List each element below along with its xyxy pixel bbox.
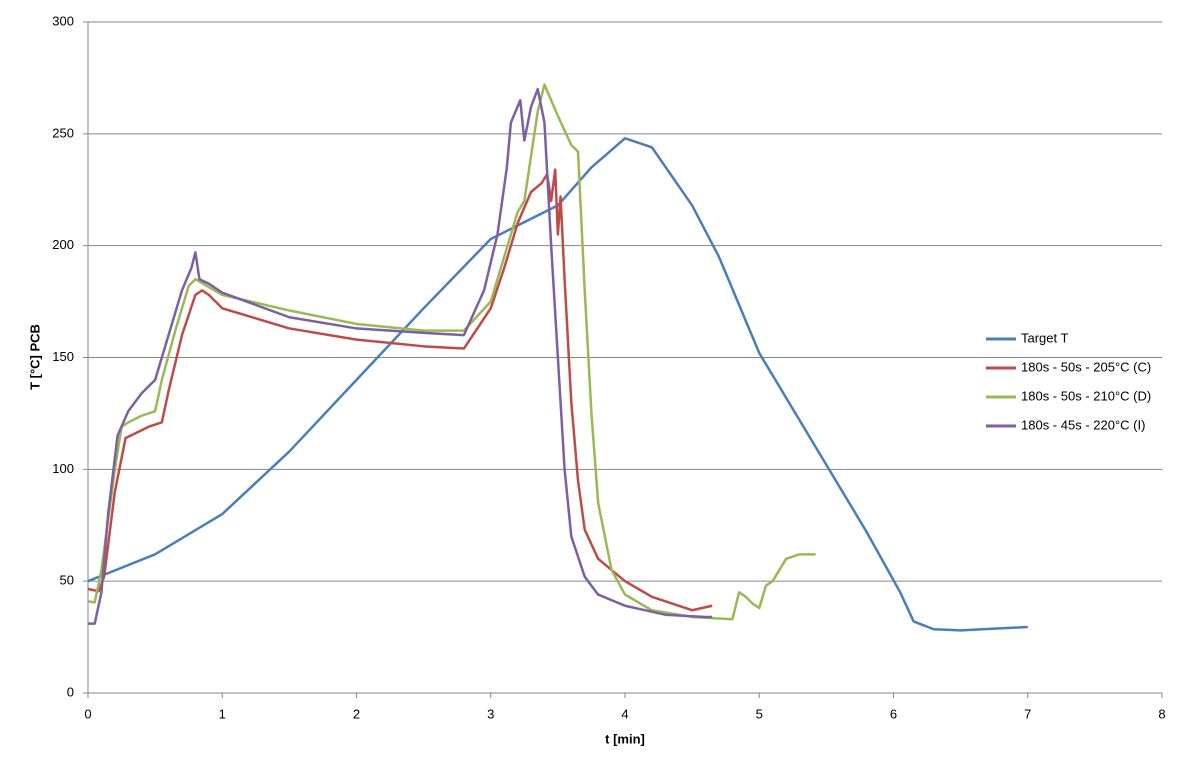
y-tick-label: 50 [60, 573, 74, 588]
series-line [87, 83, 816, 621]
series-line [88, 87, 713, 625]
legend-label: Target T [1021, 330, 1069, 345]
series-line [87, 137, 1028, 632]
x-tick-label: 2 [353, 706, 360, 721]
x-tick-label: 4 [621, 706, 628, 721]
x-tick-label: 6 [890, 706, 897, 721]
x-axis-label: t [min] [605, 731, 645, 746]
legend-label: 180s - 50s - 205°C (C) [1021, 359, 1151, 374]
y-tick-label: 300 [52, 13, 74, 28]
x-tick-label: 1 [219, 706, 226, 721]
x-tick-label: 3 [487, 706, 494, 721]
y-axis-label: T [°C] PCB [27, 324, 42, 390]
legend-label: 180s - 45s - 220°C (I) [1021, 417, 1145, 432]
legend-label: 180s - 50s - 210°C (D) [1021, 388, 1151, 403]
x-tick-label: 5 [756, 706, 763, 721]
series-line [87, 168, 713, 612]
y-tick-label: 200 [52, 237, 74, 252]
y-tick-label: 100 [52, 461, 74, 476]
x-tick-label: 8 [1158, 706, 1165, 721]
y-tick-label: 250 [52, 125, 74, 140]
x-tick-label: 7 [1024, 706, 1031, 721]
x-tick-label: 0 [84, 706, 91, 721]
y-tick-label: 0 [67, 684, 74, 699]
y-tick-label: 150 [52, 349, 74, 364]
